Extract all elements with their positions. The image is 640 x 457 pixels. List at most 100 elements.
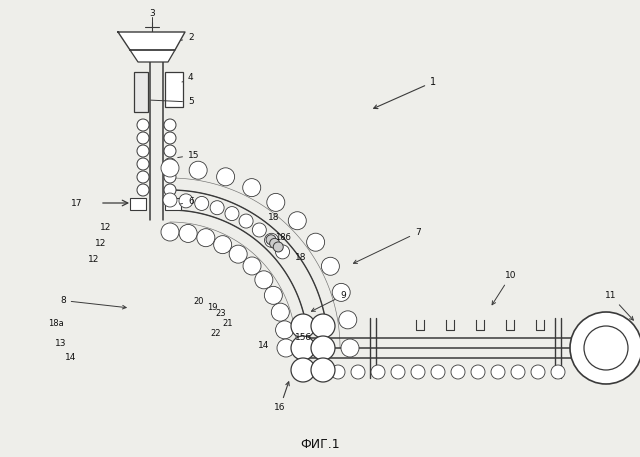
Text: 18: 18 bbox=[268, 213, 280, 223]
Text: 3: 3 bbox=[149, 10, 155, 18]
Text: 4: 4 bbox=[182, 74, 194, 83]
Text: 6: 6 bbox=[180, 197, 194, 207]
Text: 11: 11 bbox=[605, 291, 634, 320]
Circle shape bbox=[531, 365, 545, 379]
Text: 13: 13 bbox=[55, 339, 67, 347]
Text: 12: 12 bbox=[88, 255, 99, 265]
Circle shape bbox=[179, 224, 197, 242]
Circle shape bbox=[210, 201, 224, 215]
Text: 2: 2 bbox=[180, 33, 194, 43]
Text: 12: 12 bbox=[95, 239, 106, 248]
Bar bbox=[165, 198, 181, 210]
Bar bbox=[130, 198, 146, 210]
Text: 14: 14 bbox=[258, 340, 269, 350]
Circle shape bbox=[273, 242, 284, 252]
Text: 5: 5 bbox=[151, 97, 194, 106]
Circle shape bbox=[255, 271, 273, 289]
Text: 15: 15 bbox=[178, 150, 200, 159]
Text: 20: 20 bbox=[193, 298, 204, 307]
Text: 21: 21 bbox=[222, 319, 232, 328]
Circle shape bbox=[164, 171, 176, 183]
Circle shape bbox=[195, 197, 209, 210]
Text: 18: 18 bbox=[295, 254, 307, 262]
Circle shape bbox=[451, 365, 465, 379]
Circle shape bbox=[276, 321, 294, 339]
Circle shape bbox=[391, 365, 405, 379]
Circle shape bbox=[491, 365, 505, 379]
Text: 1: 1 bbox=[374, 77, 436, 109]
Circle shape bbox=[164, 184, 176, 196]
Circle shape bbox=[288, 212, 307, 230]
Circle shape bbox=[137, 184, 149, 196]
Circle shape bbox=[267, 193, 285, 212]
Circle shape bbox=[339, 311, 356, 329]
Circle shape bbox=[570, 312, 640, 384]
Circle shape bbox=[264, 234, 278, 247]
Circle shape bbox=[214, 236, 232, 254]
Text: 16: 16 bbox=[275, 382, 289, 412]
Circle shape bbox=[216, 168, 235, 186]
Circle shape bbox=[311, 365, 325, 379]
Text: 9: 9 bbox=[312, 291, 346, 311]
Text: ФИГ.1: ФИГ.1 bbox=[300, 439, 340, 452]
Circle shape bbox=[276, 245, 289, 259]
Circle shape bbox=[197, 228, 215, 247]
Circle shape bbox=[164, 119, 176, 131]
Circle shape bbox=[341, 339, 359, 357]
Circle shape bbox=[551, 365, 565, 379]
Circle shape bbox=[431, 365, 445, 379]
Circle shape bbox=[291, 358, 315, 382]
Circle shape bbox=[189, 161, 207, 179]
Circle shape bbox=[307, 233, 324, 251]
Circle shape bbox=[161, 223, 179, 241]
Circle shape bbox=[351, 365, 365, 379]
Circle shape bbox=[164, 145, 176, 157]
Circle shape bbox=[271, 303, 289, 321]
Text: 17: 17 bbox=[70, 198, 82, 207]
Text: 22: 22 bbox=[210, 329, 221, 338]
Circle shape bbox=[161, 159, 179, 177]
Circle shape bbox=[291, 314, 315, 338]
Circle shape bbox=[239, 214, 253, 228]
Circle shape bbox=[266, 235, 276, 245]
Circle shape bbox=[164, 132, 176, 144]
Circle shape bbox=[137, 171, 149, 183]
Text: 18а: 18а bbox=[48, 319, 64, 328]
Circle shape bbox=[321, 257, 339, 275]
Text: 19: 19 bbox=[207, 303, 218, 313]
Circle shape bbox=[411, 365, 425, 379]
Circle shape bbox=[164, 158, 176, 170]
Text: 7: 7 bbox=[353, 228, 420, 263]
Circle shape bbox=[137, 119, 149, 131]
Circle shape bbox=[243, 179, 260, 197]
Circle shape bbox=[311, 336, 335, 360]
Circle shape bbox=[225, 207, 239, 221]
Circle shape bbox=[311, 314, 335, 338]
Circle shape bbox=[163, 193, 177, 207]
Polygon shape bbox=[118, 32, 185, 50]
Circle shape bbox=[243, 257, 261, 275]
Bar bbox=[134, 72, 148, 112]
Circle shape bbox=[277, 339, 295, 357]
Text: 18б: 18б bbox=[275, 234, 291, 243]
Circle shape bbox=[311, 358, 335, 382]
Text: 14: 14 bbox=[65, 354, 76, 362]
Text: 15б: 15б bbox=[295, 334, 312, 342]
Circle shape bbox=[269, 239, 280, 248]
Circle shape bbox=[252, 223, 266, 237]
Text: 8: 8 bbox=[60, 296, 126, 309]
Text: 12: 12 bbox=[100, 223, 111, 233]
Circle shape bbox=[291, 336, 315, 360]
Text: 10: 10 bbox=[492, 271, 516, 305]
Circle shape bbox=[137, 132, 149, 144]
Bar bbox=[165, 72, 183, 107]
Circle shape bbox=[584, 326, 628, 370]
Circle shape bbox=[511, 365, 525, 379]
Polygon shape bbox=[130, 50, 175, 62]
Circle shape bbox=[137, 158, 149, 170]
Circle shape bbox=[471, 365, 485, 379]
Circle shape bbox=[371, 365, 385, 379]
Circle shape bbox=[179, 194, 193, 208]
Circle shape bbox=[331, 365, 345, 379]
Circle shape bbox=[137, 145, 149, 157]
